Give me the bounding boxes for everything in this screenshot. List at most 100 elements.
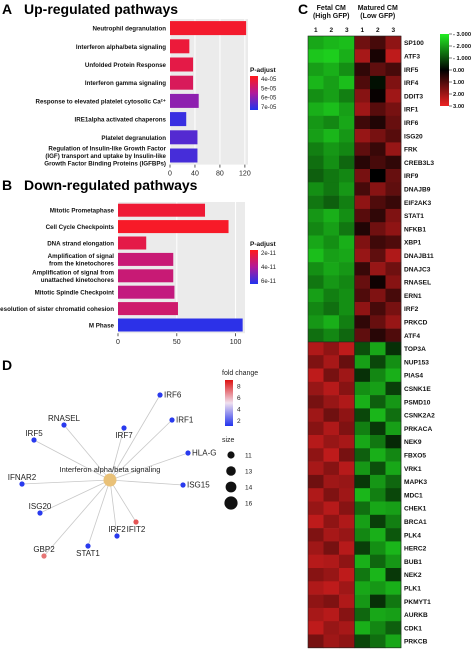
heatmap-cell bbox=[323, 448, 340, 462]
heatmap-cell bbox=[323, 208, 340, 223]
heatmap-cell bbox=[370, 621, 386, 635]
heatmap-cell bbox=[308, 129, 324, 143]
heatmap-cell bbox=[385, 408, 402, 422]
heatmap-cell bbox=[370, 541, 386, 555]
heatmap-cell bbox=[308, 62, 324, 77]
network-edge bbox=[43, 479, 111, 557]
heatmap-cell bbox=[339, 368, 355, 383]
heatmap-cell bbox=[370, 594, 386, 609]
heatmap-cell bbox=[354, 75, 371, 90]
heatmap-cell bbox=[323, 514, 340, 529]
heatmap-cell bbox=[308, 288, 324, 303]
heatmap-cell bbox=[354, 594, 371, 609]
x-tick-label: 0 bbox=[116, 339, 120, 346]
fold-change-legend-title: fold change bbox=[222, 370, 258, 377]
bar bbox=[118, 269, 174, 283]
gene-node bbox=[157, 392, 163, 398]
row-label: PRKCB bbox=[404, 639, 428, 646]
heatmap-cell bbox=[339, 36, 355, 50]
heatmap-cell bbox=[385, 49, 402, 63]
column-label: 3 bbox=[345, 27, 349, 34]
heatmap-cell bbox=[323, 102, 340, 117]
heatmap-cell bbox=[308, 421, 324, 436]
heatmap-cell bbox=[308, 461, 324, 476]
heatmap-cell bbox=[323, 607, 340, 622]
heatmap-cell bbox=[385, 155, 402, 170]
heatmap-cell bbox=[385, 248, 402, 263]
heatmap-cell bbox=[354, 182, 371, 196]
legend-label: 1.00 bbox=[453, 80, 464, 86]
heatmap-cell bbox=[308, 501, 324, 516]
fold-change-tick-label: 4 bbox=[237, 406, 241, 413]
heatmap-cell bbox=[339, 302, 355, 316]
row-label: SP100 bbox=[404, 40, 424, 47]
heatmap-cell bbox=[354, 102, 371, 117]
heatmap-cell bbox=[323, 461, 340, 476]
heatmap-cell bbox=[323, 169, 340, 183]
heatmap-cell bbox=[308, 262, 324, 276]
size-legend-dot bbox=[225, 481, 237, 493]
heatmap-cell bbox=[354, 62, 371, 77]
legend-label: 3.00 bbox=[453, 104, 464, 110]
heatmap-cell bbox=[308, 248, 324, 263]
gene-node bbox=[121, 425, 127, 431]
heatmap-cell bbox=[308, 75, 324, 90]
legend-colorbar bbox=[250, 76, 258, 110]
heatmap-cell bbox=[308, 474, 324, 489]
heatmap-cell bbox=[385, 581, 402, 595]
heatmap-cell bbox=[354, 129, 371, 143]
heatmap-cell bbox=[385, 235, 402, 250]
heatmap-cell bbox=[339, 341, 355, 356]
row-label: DNAJB11 bbox=[404, 253, 434, 260]
row-label: IRF4 bbox=[404, 80, 419, 87]
heatmap-cell bbox=[385, 62, 402, 77]
heatmap-cell bbox=[308, 488, 324, 502]
fold-change-tick-label: 8 bbox=[237, 383, 241, 390]
heatmap-cell bbox=[308, 208, 324, 223]
heatmap-cell bbox=[323, 75, 340, 90]
heatmap-cell bbox=[339, 235, 355, 250]
fold-change-colorbar bbox=[225, 380, 233, 426]
bar bbox=[118, 318, 243, 332]
heatmap-cell bbox=[354, 368, 371, 383]
heatmap-cell bbox=[339, 195, 355, 210]
heatmap-cell bbox=[323, 36, 340, 50]
heatmap-cell bbox=[308, 554, 324, 569]
heatmap-cell bbox=[385, 621, 402, 635]
group-label: Fetal CM bbox=[317, 5, 346, 12]
heatmap-cell bbox=[323, 341, 340, 356]
heatmap-cell bbox=[339, 208, 355, 223]
row-label: CREB3L3 bbox=[404, 160, 434, 167]
heatmap-cell bbox=[308, 182, 324, 196]
heatmap-cell bbox=[339, 129, 355, 143]
fold-change-tick-label: 6 bbox=[237, 395, 241, 402]
heatmap-cell bbox=[339, 155, 355, 170]
heatmap-cell bbox=[339, 568, 355, 582]
legend-label: 4e-11 bbox=[261, 265, 277, 271]
heatmap-cell bbox=[323, 49, 340, 63]
bar-chart-down: Mitotic Prometaphase Cell Cycle Checkpoin… bbox=[0, 202, 277, 346]
heatmap-cell bbox=[323, 195, 340, 210]
heatmap-cell bbox=[354, 568, 371, 582]
heatmap-cell bbox=[323, 262, 340, 276]
heatmap-cell bbox=[308, 102, 324, 117]
heatmap-cell bbox=[385, 381, 402, 396]
category-label: Platelet degranulation bbox=[101, 135, 166, 142]
heatmap-cell bbox=[370, 49, 386, 63]
heatmap-cell bbox=[308, 634, 324, 649]
heatmap-cell bbox=[385, 75, 402, 90]
category-label: Regulation of Insulin-like Growth Factor bbox=[48, 146, 166, 153]
group-label: Matured CM bbox=[358, 5, 398, 12]
heatmap-cell bbox=[370, 435, 386, 449]
heatmap-cell bbox=[385, 208, 402, 223]
heatmap-cell bbox=[370, 528, 386, 542]
heatmap-cell bbox=[354, 235, 371, 250]
gene-node-label: IFIT2 bbox=[127, 525, 146, 534]
category-label: Neutrophil degranulation bbox=[92, 26, 166, 33]
heatmap-cell bbox=[308, 222, 324, 236]
heatmap-cell bbox=[339, 381, 355, 396]
heatmap-cell bbox=[385, 488, 402, 502]
heatmap-cell bbox=[339, 182, 355, 196]
network-edge bbox=[109, 479, 184, 486]
heatmap-cell bbox=[339, 474, 355, 489]
